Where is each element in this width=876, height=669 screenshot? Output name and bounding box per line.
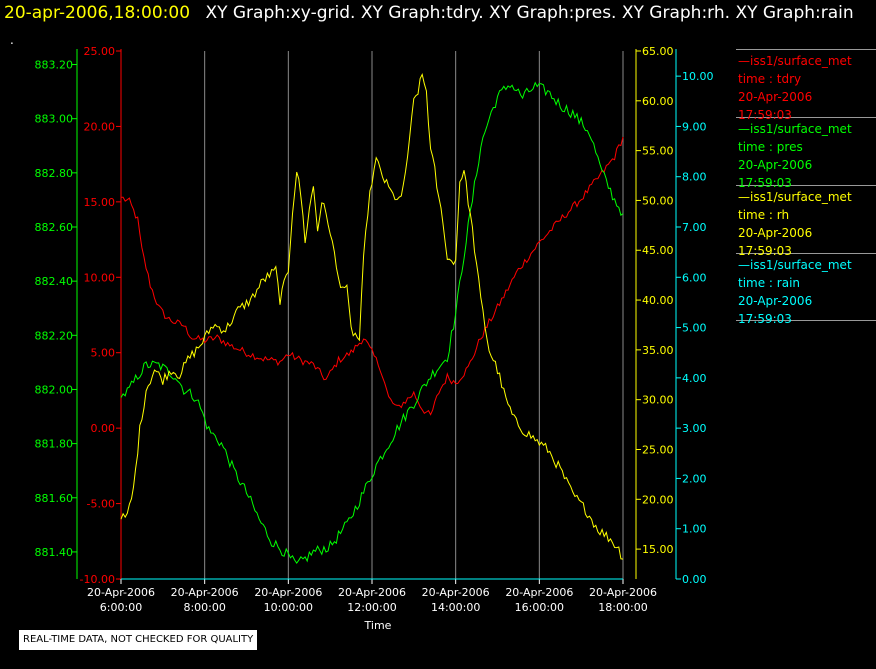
x-axis-title: Time	[364, 619, 392, 632]
legend-label: —iss1/surface_met	[738, 122, 852, 136]
tick-label-rh: 60.00	[642, 95, 674, 108]
x-tick-label-time: 8:00:00	[183, 601, 225, 614]
legend-time: 17:59:03	[738, 312, 792, 326]
legend-date: 20-Apr-2006	[738, 226, 813, 240]
tick-label-rain: 10.00	[682, 70, 714, 83]
tick-label-rain: 1.00	[682, 523, 707, 536]
x-tick-label-time: 10:00:00	[264, 601, 313, 614]
tick-label-rh: 45.00	[642, 244, 674, 257]
legend-time: 17:59:03	[738, 244, 792, 258]
legend-entry-rain: —iss1/surface_met time : rain 20-Apr-200…	[736, 253, 876, 326]
tick-label-pres: 881.40	[35, 546, 74, 559]
tick-label-rain: 9.00	[682, 120, 707, 133]
tick-label-pres: 883.00	[35, 113, 74, 126]
graph-name: XY Graph:rh.	[621, 3, 731, 23]
tick-label-pres: 881.80	[35, 438, 74, 451]
x-tick-label-time: 14:00:00	[431, 601, 480, 614]
x-tick-label-date: 20-Apr-2006	[422, 586, 490, 599]
tick-label-rh: 40.00	[642, 294, 674, 307]
series-line-pres	[120, 81, 624, 564]
tick-label-rain: 8.00	[682, 171, 707, 184]
tick-label-rh: 65.00	[642, 45, 674, 58]
tick-label-rh: 55.00	[642, 145, 674, 158]
tick-label-rain: 0.00	[682, 573, 707, 586]
legend-entry-pres: —iss1/surface_met time : pres 20-Apr-200…	[736, 117, 876, 190]
x-tick-label-time: 18:00:00	[598, 601, 647, 614]
tick-label-rain: 6.00	[682, 271, 707, 284]
tick-label-rh: 25.00	[642, 443, 674, 456]
x-tick-label-date: 20-Apr-2006	[505, 586, 573, 599]
legend-time: 17:59:03	[738, 176, 792, 190]
tick-label-tdry: 15.00	[84, 196, 116, 209]
legend-date: 20-Apr-2006	[738, 294, 813, 308]
x-tick-label-date: 20-Apr-2006	[254, 586, 322, 599]
legend-date: 20-Apr-2006	[738, 90, 813, 104]
legend-time: 17:59:03	[738, 108, 792, 122]
graph-names: XY Graph:xy-grid. XY Graph:tdry. XY Grap…	[205, 3, 853, 23]
tick-label-tdry: -10.00	[80, 573, 115, 586]
x-tick-label-time: 6:00:00	[100, 601, 142, 614]
tick-label-rain: 2.00	[682, 472, 707, 485]
legend-label: —iss1/surface_met	[738, 54, 852, 68]
marker-dot: .	[10, 33, 14, 47]
tick-label-tdry: 10.00	[84, 271, 116, 284]
legend-var: time : pres	[738, 140, 803, 154]
tick-label-rain: 5.00	[682, 322, 707, 335]
quality-notice: REAL-TIME DATA, NOT CHECKED FOR QUALITY	[19, 630, 258, 650]
legend-date: 20-Apr-2006	[738, 158, 813, 172]
legend: —iss1/surface_met time : tdry 20-Apr-200…	[736, 49, 876, 326]
tick-label-pres: 882.20	[35, 329, 74, 342]
series-line-rh	[120, 73, 624, 560]
graph-name: XY Graph:xy-grid.	[205, 3, 356, 23]
tick-label-tdry: 0.00	[91, 422, 116, 435]
x-tick-label-time: 12:00:00	[347, 601, 396, 614]
tick-label-rain: 4.00	[682, 372, 707, 385]
tick-label-rh: 20.00	[642, 493, 674, 506]
tick-label-pres: 881.60	[35, 492, 74, 505]
tick-label-rh: 50.00	[642, 194, 674, 207]
graph-name: XY Graph:tdry.	[360, 3, 484, 23]
x-tick-label-date: 20-Apr-2006	[171, 586, 239, 599]
legend-var: time : tdry	[738, 72, 802, 86]
legend-var: time : rain	[738, 276, 801, 290]
legend-entry-rh: —iss1/surface_met time : rh 20-Apr-2006 …	[736, 185, 876, 258]
graph-name: XY Graph:rain	[735, 3, 854, 23]
tick-label-rain: 7.00	[682, 221, 707, 234]
chart-title: 20-apr-2006,18:00:00 XY Graph:xy-grid. X…	[0, 0, 876, 26]
tick-label-tdry: 25.00	[84, 45, 116, 58]
tick-label-pres: 882.80	[35, 167, 74, 180]
tick-label-pres: 882.40	[35, 275, 74, 288]
timestamp: 20-apr-2006,18:00:00	[4, 3, 191, 23]
legend-var: time : rh	[738, 208, 790, 222]
x-tick-label-date: 20-Apr-2006	[589, 586, 657, 599]
tick-label-rh: 30.00	[642, 394, 674, 407]
tick-label-pres: 882.00	[35, 383, 74, 396]
x-tick-label-date: 20-Apr-2006	[338, 586, 406, 599]
series-line-tdry	[121, 136, 624, 416]
graph-name: XY Graph:pres.	[489, 3, 617, 23]
tick-label-pres: 883.20	[35, 59, 74, 72]
tick-label-rain: 3.00	[682, 422, 707, 435]
tick-label-rh: 35.00	[642, 344, 674, 357]
legend-entry-tdry: —iss1/surface_met time : tdry 20-Apr-200…	[736, 49, 876, 122]
legend-label: —iss1/surface_met	[738, 258, 852, 272]
tick-label-tdry: 20.00	[84, 120, 116, 133]
tick-label-tdry: -5.00	[87, 498, 115, 511]
x-tick-label-date: 20-Apr-2006	[87, 586, 155, 599]
tick-label-tdry: 5.00	[91, 347, 116, 360]
tick-label-pres: 882.60	[35, 221, 74, 234]
legend-label: —iss1/surface_met	[738, 190, 852, 204]
tick-label-rh: 15.00	[642, 543, 674, 556]
x-tick-label-time: 16:00:00	[515, 601, 564, 614]
